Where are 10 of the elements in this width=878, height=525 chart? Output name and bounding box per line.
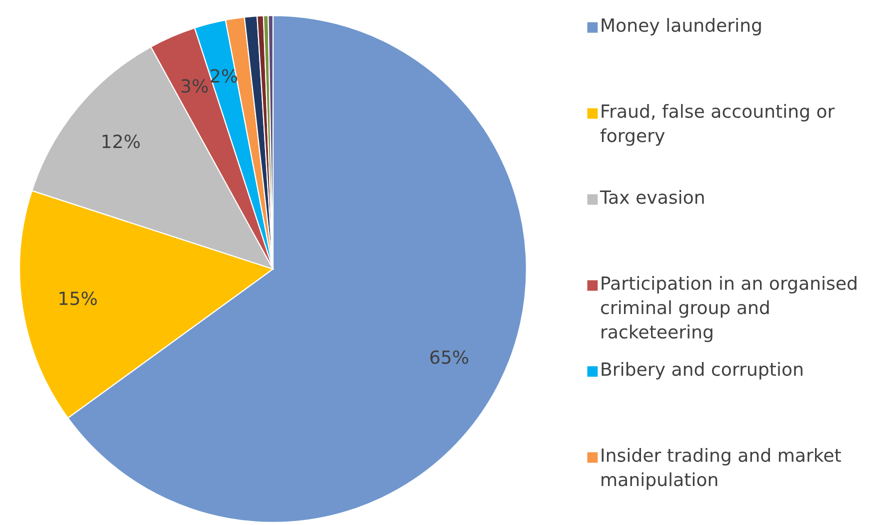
legend-label: Money laundering <box>602 18 761 36</box>
legend-label: Participation in an organised criminal group and racketeering <box>600 276 856 342</box>
legend-label: Insider trading and market manipulation <box>602 448 841 490</box>
data-label: 3% <box>182 79 208 93</box>
data-label: 12% <box>102 134 140 148</box>
legend-label: Tax evasion <box>600 190 704 204</box>
legend-label: Bribery and corruption <box>602 362 802 380</box>
legend-label: Fraud, false accounting or forgery <box>600 104 835 146</box>
data-label: 15% <box>60 292 97 306</box>
data-label: 65% <box>430 350 468 364</box>
